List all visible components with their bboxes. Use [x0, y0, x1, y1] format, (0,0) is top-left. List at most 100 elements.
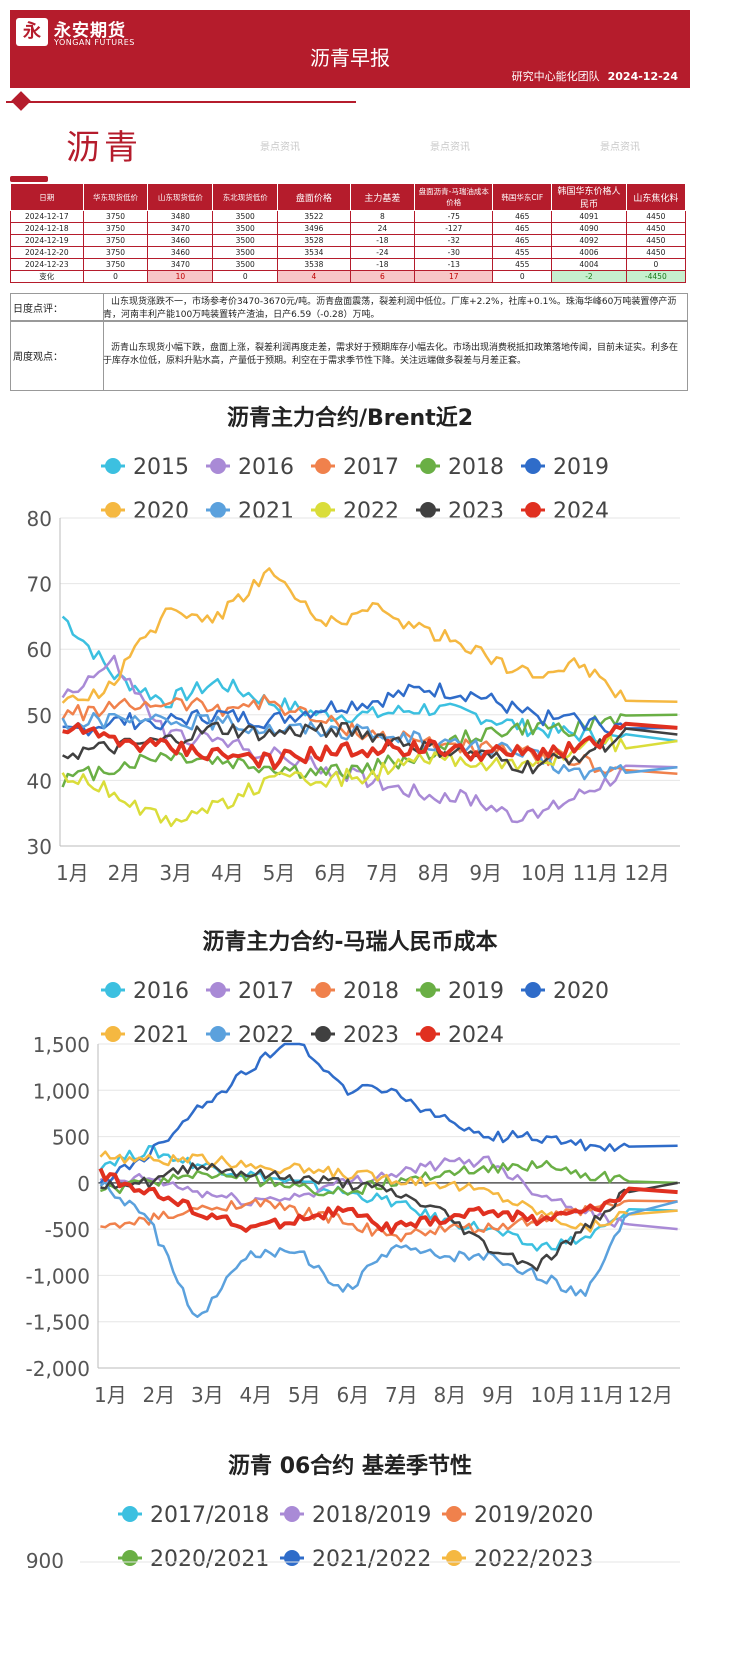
table-row: 2024-12-19 3750 3460 3500 3528 -18 -32 465 4092 4…: [10, 234, 687, 247]
y-tick-label: 30: [27, 835, 52, 859]
weekly-text: 沥青山东现货小幅下跌，盘面上涨，裂差利润再度走差，需求好于预期库存小幅去化。市场…: [103, 343, 679, 366]
legend-marker: [210, 502, 226, 518]
legend-marker: [105, 982, 121, 998]
table-cell: 3460: [147, 234, 214, 247]
series-line-2020: [99, 1042, 678, 1184]
weekly-label: 周度观点：: [11, 321, 104, 390]
legend-marker: [122, 1506, 138, 1522]
legend-label: 2019/2020: [474, 1503, 593, 1528]
y-tick-label: 0: [77, 1172, 90, 1196]
col-ne-spot: 东北现货低价: [212, 183, 279, 211]
table-cell: 3534: [277, 246, 351, 259]
legend-label: 2022/2023: [474, 1547, 593, 1568]
y-tick-label: 1,500: [33, 1033, 90, 1057]
table-cell: 4450: [625, 222, 687, 235]
legend-marker: [284, 1550, 300, 1566]
table-cell: 4092: [551, 234, 627, 247]
table-cell: 3500: [212, 210, 279, 223]
table-cell: 4450: [625, 234, 687, 247]
change-row: 变化 0 10 0 4 6 17 0 -2 -4450: [10, 270, 687, 283]
x-tick-label: 11月: [573, 861, 618, 885]
table-cell: 2024-12-20: [10, 246, 84, 259]
logo-name: 永安期货: [54, 21, 126, 41]
x-tick-label: 12月: [624, 861, 669, 885]
y-tick-label: 50: [27, 704, 52, 728]
table-cell: 24: [349, 222, 416, 235]
x-tick-label: 4月: [240, 1383, 273, 1407]
table-cell: 3480: [147, 210, 214, 223]
table-cell: -127: [414, 222, 494, 235]
series-line-2017: [61, 694, 678, 776]
table-cell: -24: [349, 246, 416, 259]
legend-label: 2016: [133, 979, 189, 1004]
table-cell: -32: [414, 234, 494, 247]
legend-marker: [210, 458, 226, 474]
table-cell: 3496: [277, 222, 351, 235]
change-cell: 变化: [10, 270, 84, 283]
y-tick-label: -2,000: [26, 1357, 90, 1381]
series-line-2021: [99, 1150, 678, 1233]
change-cell: -2: [551, 270, 627, 283]
table-cell: 3750: [82, 222, 149, 235]
legend-label: 2020: [133, 499, 189, 524]
x-tick-label: 2月: [143, 1383, 176, 1407]
change-cell: 10: [147, 270, 214, 283]
legend-marker: [446, 1506, 462, 1522]
team-name: 研究中心能化团队: [511, 70, 600, 83]
daily-text: 山东现货涨跌不一，市场参考价3470-3670元/吨。沥青盘面震荡，裂差利润中低…: [103, 297, 677, 320]
legend-marker: [525, 458, 541, 474]
series-line-2018: [61, 713, 678, 788]
x-tick-label: 10月: [521, 861, 566, 885]
legend-marker: [420, 502, 436, 518]
x-tick-label: 8月: [434, 1383, 467, 1407]
table-cell: 3538: [277, 258, 351, 271]
x-tick-label: 7月: [366, 861, 399, 885]
logo-icon: 永: [16, 18, 48, 46]
table-cell: 465: [492, 234, 553, 247]
legend-label: 2018/2019: [312, 1503, 431, 1528]
table-cell: 0: [625, 258, 687, 271]
legend-label: 2022: [343, 499, 399, 524]
legend-marker: [105, 458, 121, 474]
legend-label: 2017: [238, 979, 294, 1004]
table-cell: -13: [414, 258, 494, 271]
legend-label: 2019: [448, 979, 504, 1004]
y-tick-label: -500: [45, 1218, 90, 1242]
change-cell: 17: [414, 270, 494, 283]
legend-label: 2020: [553, 979, 609, 1004]
change-cell: 6: [349, 270, 416, 283]
change-cell: 0: [212, 270, 279, 283]
table-cell: 3750: [82, 210, 149, 223]
table-cell: 3750: [82, 258, 149, 271]
report-header: 永 永安期货 YONGAN FUTURES 沥青早报 研究中心能化团队 2024-…: [10, 10, 690, 88]
page-title: 沥青: [66, 128, 142, 168]
table-cell: -30: [414, 246, 494, 259]
legend-marker: [315, 502, 331, 518]
y-tick-label: 60: [27, 638, 52, 662]
x-tick-label: 12月: [628, 1383, 673, 1407]
col-coking: 山东焦化料: [625, 183, 687, 211]
table-cell: 465: [492, 222, 553, 235]
series-line-2016: [61, 654, 678, 824]
series-line-2017: [99, 1155, 678, 1231]
legend-label: 2016: [238, 455, 294, 480]
decor-line: [24, 101, 356, 103]
legend-label: 2015: [133, 455, 189, 480]
table-cell: -18: [349, 234, 416, 247]
table-cell: 3750: [82, 234, 149, 247]
x-tick-label: 8月: [418, 861, 451, 885]
legend-label: 2019: [553, 455, 609, 480]
legend-marker: [105, 502, 121, 518]
table-cell: 3460: [147, 246, 214, 259]
series-line-2022: [99, 1180, 678, 1318]
y-tick-label: 40: [27, 769, 52, 793]
col-sd-spot: 山东现货低价: [147, 183, 214, 211]
table-cell: 3522: [277, 210, 351, 223]
change-cell: 0: [82, 270, 149, 283]
series-line-2019: [62, 682, 678, 737]
table-cell: 3500: [212, 258, 279, 271]
series-line-2021: [61, 711, 678, 781]
table-tab-marker: [10, 176, 48, 182]
table-cell: 4091: [551, 210, 627, 223]
